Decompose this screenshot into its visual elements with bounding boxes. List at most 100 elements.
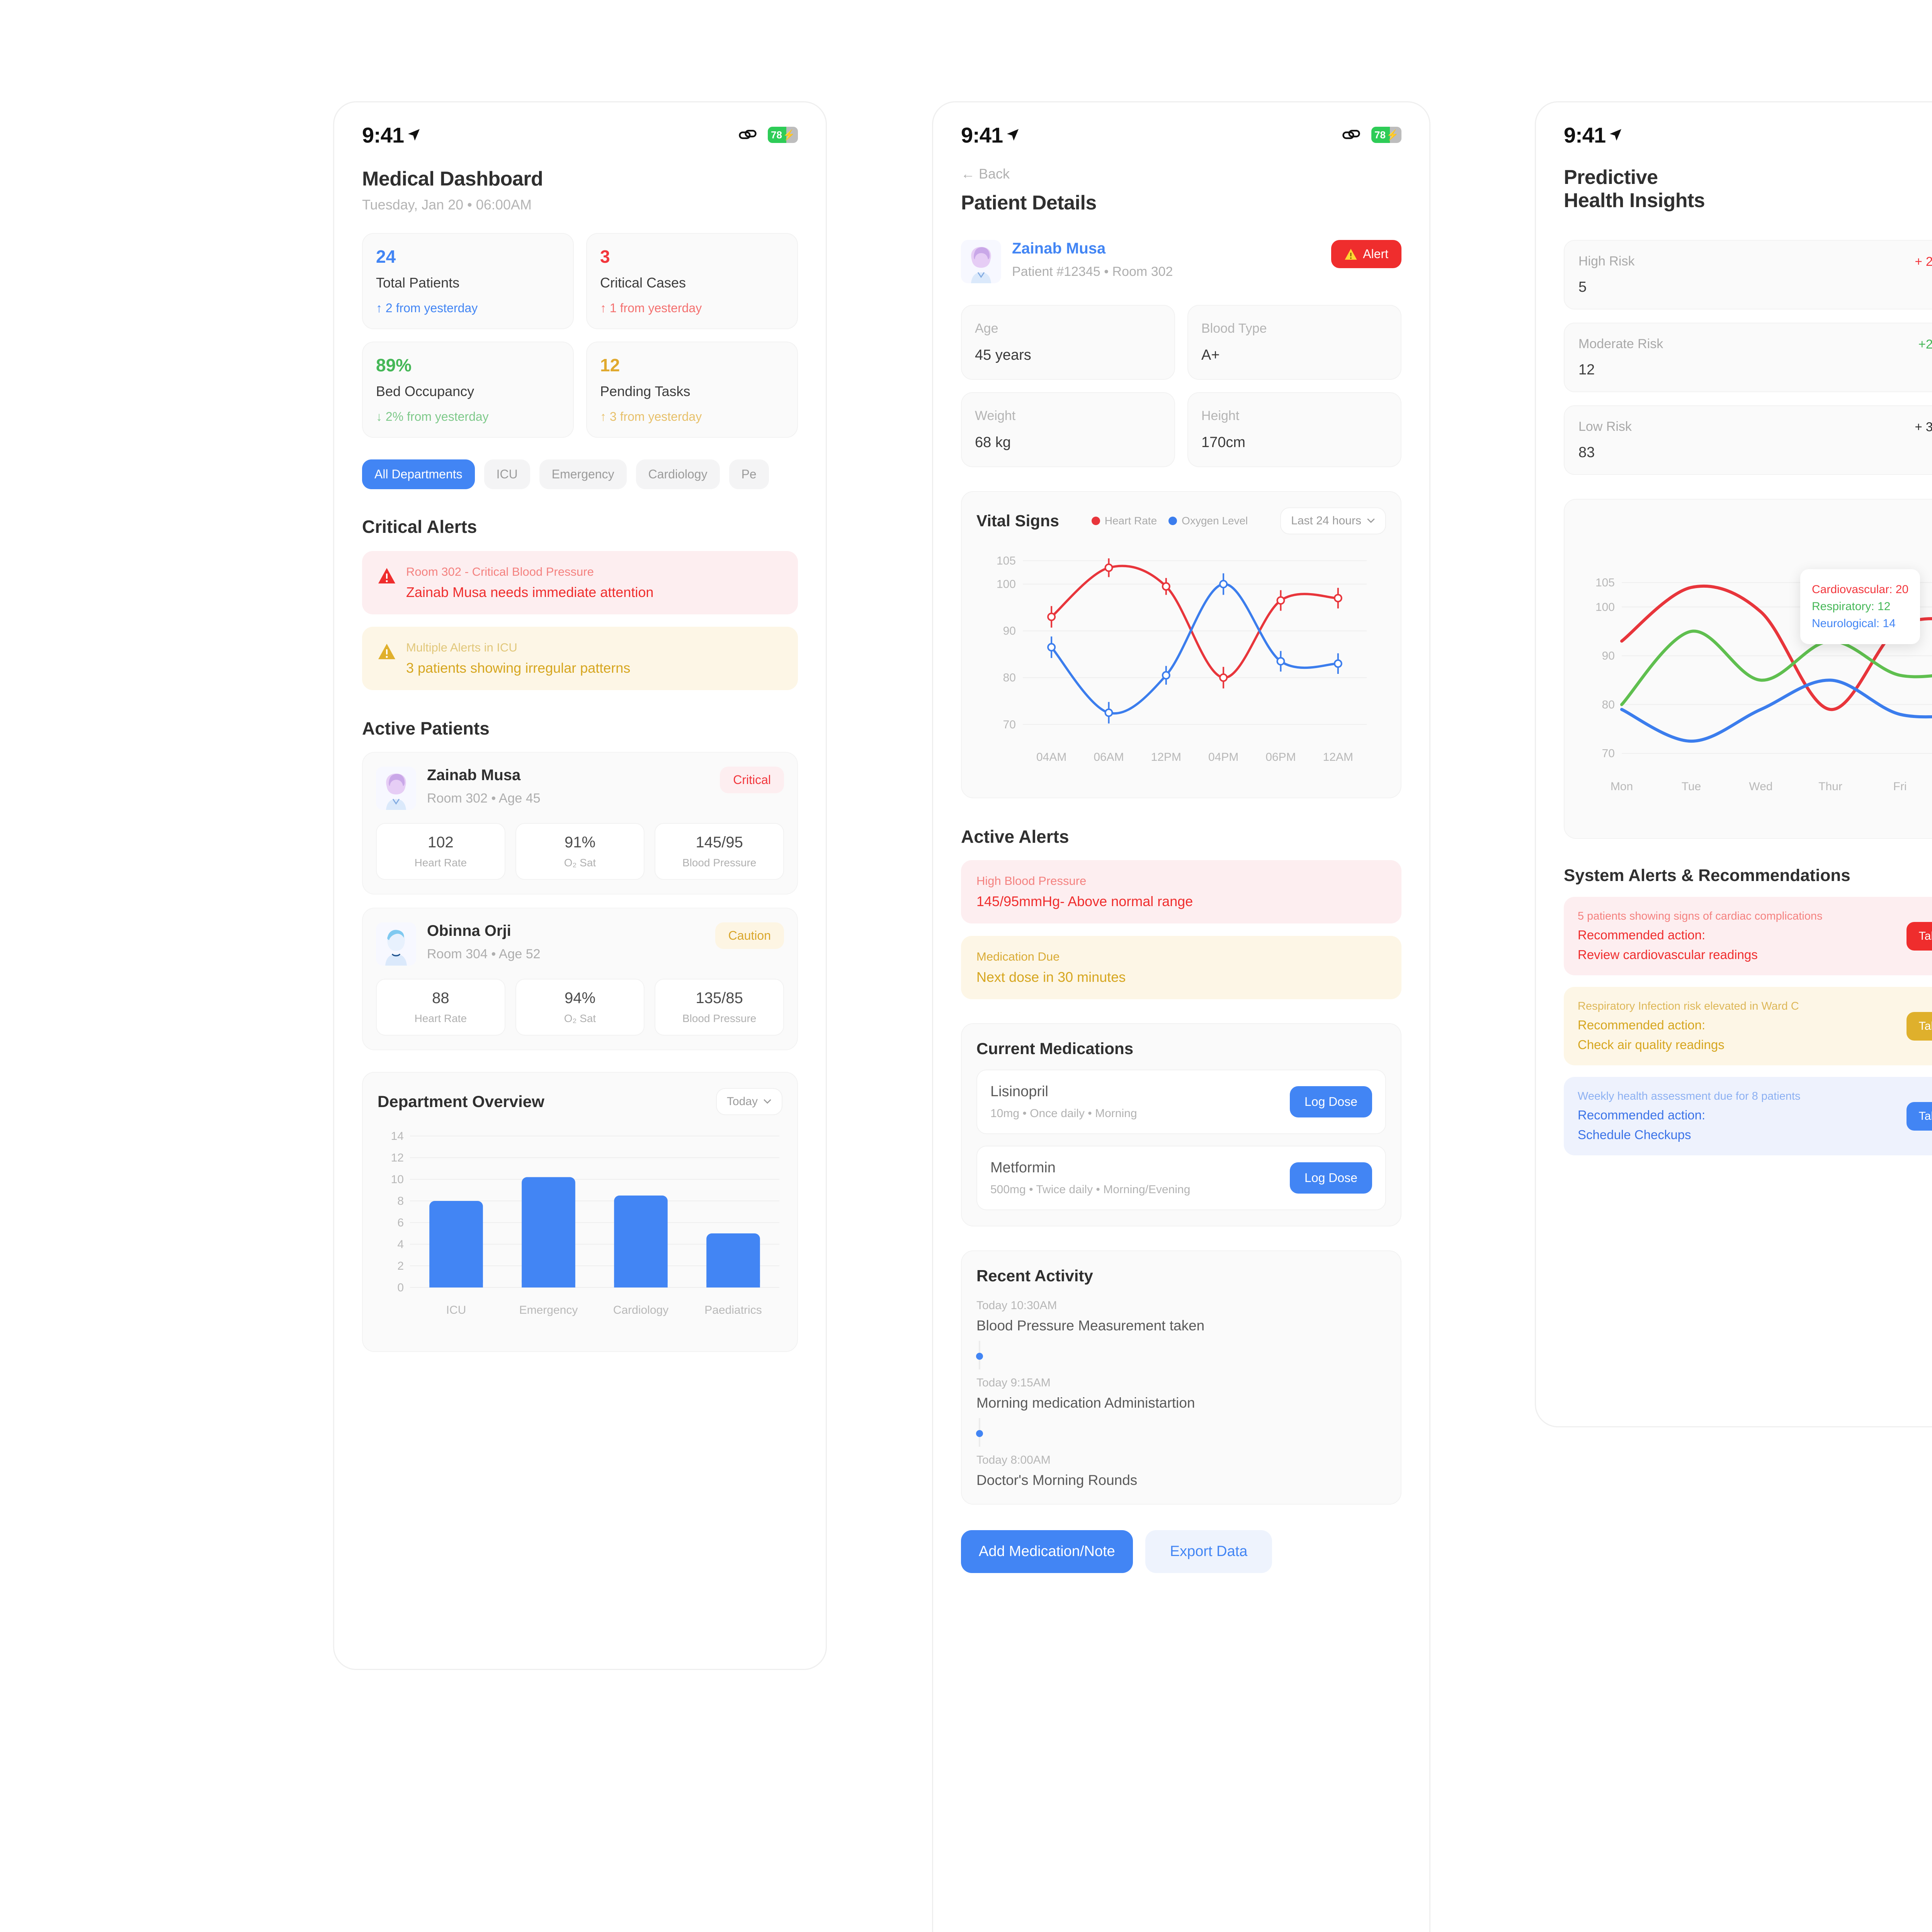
active-patients-heading: Active Patients — [362, 718, 490, 738]
detail-label: Blood Type — [1201, 321, 1267, 336]
take-action-button[interactable]: Take Action — [1906, 922, 1932, 951]
stat-label: Pending Tasks — [600, 383, 690, 399]
stat-label: Critical Cases — [600, 275, 686, 291]
department-tab-emergency[interactable]: Emergency — [539, 459, 627, 489]
predictive-chart-panel: 708090100105MonTueWedThurFriSat Cardiova… — [1564, 499, 1932, 839]
svg-text:12PM: 12PM — [1151, 751, 1181, 764]
battery-charging-icon: 78 ⚡ — [1371, 127, 1401, 143]
avatar — [961, 240, 1001, 283]
warning-alert-item[interactable]: Multiple Alerts in ICU 3 patients showin… — [362, 627, 798, 690]
date-range-value: Today — [726, 1095, 758, 1108]
detail-card-age: Age 45 years — [961, 305, 1175, 380]
vital-heart-rate: 102 Heart Rate — [376, 823, 505, 880]
recommendation-action: Schedule Checkups — [1578, 1128, 1691, 1142]
stat-card-total-patients[interactable]: 24 Total Patients ↑ 2 from yesterday — [362, 233, 574, 329]
vital-label: Heart Rate — [414, 857, 467, 869]
stat-card-bed-occupancy[interactable]: 89% Bed Occupancy ↓ 2% from yesterday — [362, 342, 574, 438]
export-data-button[interactable]: Export Data — [1145, 1530, 1272, 1573]
risk-value: 83 — [1578, 444, 1595, 461]
risk-card-high[interactable]: High Risk + 2 this week 5 — [1564, 240, 1932, 310]
alert-triangle-icon — [378, 644, 395, 659]
detail-value: 68 kg — [975, 434, 1011, 451]
svg-text:06AM: 06AM — [1094, 751, 1124, 764]
stat-card-pending-tasks[interactable]: 12 Pending Tasks ↑ 3 from yesterday — [586, 342, 798, 438]
timeline-item: Today 9:15AM Morning medication Administ… — [976, 1376, 1386, 1411]
risk-card-moderate[interactable]: Moderate Risk +2 this week 12 — [1564, 323, 1932, 392]
take-action-button[interactable]: Take Action — [1906, 1012, 1932, 1041]
timeline-time: Today 9:15AM — [976, 1376, 1051, 1389]
detail-card-weight: Weight 68 kg — [961, 392, 1175, 467]
status-bar-time-group: 9:41 — [1564, 122, 1623, 148]
medication-row-metformin: Metformin 500mg • Twice daily • Morning/… — [976, 1146, 1386, 1210]
stat-delta: ↑ 2 from yesterday — [376, 301, 478, 315]
alert-title: Multiple Alerts in ICU — [406, 641, 517, 654]
risk-card-low[interactable]: Low Risk + 3 this week 83 — [1564, 405, 1932, 475]
medication-details: 500mg • Twice daily • Morning/Evening — [990, 1183, 1190, 1196]
vital-value: 94% — [564, 990, 596, 1007]
active-alert-high-bp[interactable]: High Blood Pressure 145/95mmHg- Above no… — [961, 860, 1401, 923]
svg-text:12AM: 12AM — [1323, 751, 1353, 764]
medication-name: Lisinopril — [990, 1083, 1048, 1100]
department-tab-cardiology[interactable]: Cardiology — [636, 459, 720, 489]
stat-delta: ↑ 3 from yesterday — [600, 410, 702, 423]
alert-button[interactable]: Alert — [1331, 240, 1401, 268]
svg-text:Paediatrics: Paediatrics — [704, 1304, 762, 1316]
svg-text:80: 80 — [1003, 672, 1016, 684]
chart-title: Vital Signs — [976, 512, 1059, 530]
footer-actions: Add Medication/Note Export Data — [961, 1530, 1401, 1573]
svg-text:12: 12 — [391, 1151, 404, 1164]
critical-alert-item[interactable]: Room 302 - Critical Blood Pressure Zaina… — [362, 551, 798, 614]
battery-level: 78 — [771, 129, 782, 141]
add-medication-note-button[interactable]: Add Medication/Note — [961, 1530, 1133, 1573]
department-tab-paediatrics[interactable]: Pe — [729, 459, 769, 489]
svg-text:Mon: Mon — [1611, 780, 1633, 793]
patient-card-zainab-musa[interactable]: Zainab Musa Room 302 • Age 45 Critical 1… — [362, 752, 798, 895]
status-bar: 9:41 78 ⚡ — [933, 102, 1429, 149]
status-bar-indicators: 78 ⚡ — [738, 125, 798, 145]
stat-label: Total Patients — [376, 275, 460, 291]
stats-grid: 24 Total Patients ↑ 2 from yesterday 3 C… — [362, 233, 798, 438]
page-title: Patient Details — [961, 192, 1097, 214]
svg-text:105: 105 — [1595, 577, 1615, 589]
timeline-time: Today 8:00AM — [976, 1454, 1051, 1466]
active-alert-medication-due[interactable]: Medication Due Next dose in 30 minutes — [961, 936, 1401, 999]
department-tab-icu[interactable]: ICU — [484, 459, 530, 489]
current-medications-panel: Current Medications Lisinopril 10mg • On… — [961, 1023, 1401, 1226]
stat-value: 3 — [600, 247, 610, 267]
timeline-time: Today 10:30AM — [976, 1299, 1057, 1312]
active-alerts-heading: Active Alerts — [961, 827, 1069, 847]
recommendation-card-checkups: Weekly health assessment due for 8 patie… — [1564, 1077, 1932, 1155]
vital-value: 145/95 — [696, 834, 743, 851]
patient-name[interactable]: Zainab Musa — [1012, 240, 1106, 257]
alert-message: Zainab Musa needs immediate attention — [406, 584, 654, 600]
svg-text:4: 4 — [397, 1238, 404, 1251]
recommendation-action-label: Recommended action: — [1578, 928, 1706, 942]
alert-message: 145/95mmHg- Above normal range — [976, 893, 1193, 909]
alert-title: High Blood Pressure — [976, 874, 1087, 888]
svg-text:100: 100 — [1595, 601, 1615, 614]
location-arrow-icon — [1610, 129, 1622, 141]
legend-heart-rate: Heart Rate — [1091, 515, 1157, 527]
log-dose-button[interactable]: Log Dose — [1290, 1162, 1372, 1194]
page-title-line1: Predictive — [1564, 166, 1658, 189]
patient-detail-grid: Age 45 years Blood Type A+ Weight 68 kg … — [961, 305, 1401, 467]
stat-delta: ↓ 2% from yesterday — [376, 410, 489, 423]
svg-text:ICU: ICU — [446, 1304, 466, 1316]
recommendation-headline: Weekly health assessment due for 8 patie… — [1578, 1090, 1801, 1102]
status-bar-time: 9:41 — [961, 122, 1003, 147]
chart-tooltip: Cardiovascular: 20 Respiratory: 12 Neuro… — [1800, 569, 1920, 644]
back-button[interactable]: ← Back — [961, 166, 1010, 182]
patient-card-obinna-orji[interactable]: Obinna Orji Room 304 • Age 52 Caution 88… — [362, 908, 798, 1050]
vital-signs-line-chart: 70 80 90 100 105 04AM 06AM 12PM 04PM 06PM 12AM — [997, 554, 1367, 764]
status-bar-time: 9:41 — [1564, 122, 1606, 147]
vital-blood-pressure: 145/95 Blood Pressure — [655, 823, 784, 880]
date-range-select[interactable]: Today — [716, 1088, 782, 1115]
log-dose-button[interactable]: Log Dose — [1290, 1086, 1372, 1117]
department-tab-all[interactable]: All Departments — [362, 459, 475, 489]
stat-card-critical-cases[interactable]: 3 Critical Cases ↑ 1 from yesterday — [586, 233, 798, 329]
recent-activity-panel: Recent Activity Today 10:30AM Blood Pres… — [961, 1250, 1401, 1505]
recommendation-card-respiratory: Respiratory Infection risk elevated in W… — [1564, 987, 1932, 1065]
time-range-select[interactable]: Last 24 hours — [1280, 507, 1386, 534]
take-action-button[interactable]: Take Action — [1906, 1102, 1932, 1131]
patient-name: Obinna Orji — [427, 922, 511, 939]
